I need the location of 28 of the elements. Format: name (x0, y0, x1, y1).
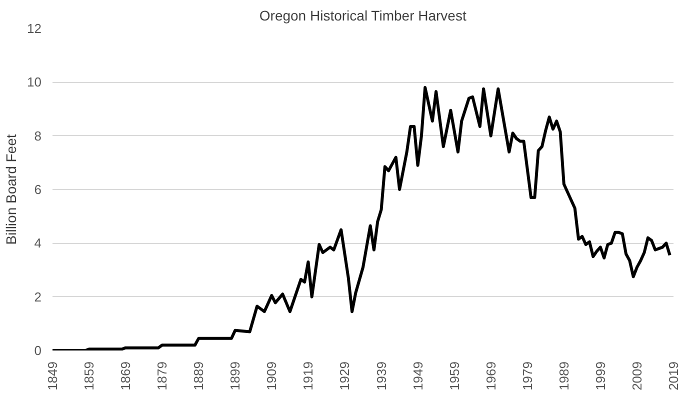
y-tick-label: 6 (34, 182, 42, 197)
x-tick-label: 1939 (374, 362, 389, 390)
x-tick-label: 1899 (228, 362, 243, 390)
y-axis-title: Billion Board Feet (3, 134, 20, 245)
x-tick-label: 1869 (118, 362, 134, 390)
x-tick-label: 2019 (666, 362, 681, 390)
x-tick-label: 1879 (154, 362, 170, 390)
x-tick-label: 1859 (82, 362, 97, 390)
y-tick-label: 0 (34, 343, 42, 358)
y-tick-label: 4 (34, 236, 42, 251)
x-tick-label: 2009 (629, 362, 644, 390)
x-tick-label: 1949 (410, 362, 426, 390)
x-tick-label: 1959 (446, 362, 462, 390)
x-tick-label: 1919 (300, 362, 316, 390)
y-tick-label: 8 (34, 128, 42, 144)
x-tick-label: 1969 (483, 362, 498, 390)
x-tick-label: 1999 (592, 362, 608, 390)
x-tick-label: 1889 (191, 362, 206, 390)
x-tick-label: 1849 (45, 362, 60, 390)
line-series (52, 86, 672, 350)
x-tick-label: 1979 (520, 362, 535, 390)
x-tick-label: 1909 (264, 362, 280, 390)
chart-title: Oregon Historical Timber Harvest (259, 8, 466, 24)
y-tick-label: 12 (27, 21, 42, 36)
y-tick-label: 2 (34, 289, 42, 304)
x-tick-label: 1929 (337, 362, 352, 390)
x-tick-label: 1989 (556, 362, 572, 390)
y-tick-label: 10 (27, 74, 42, 90)
